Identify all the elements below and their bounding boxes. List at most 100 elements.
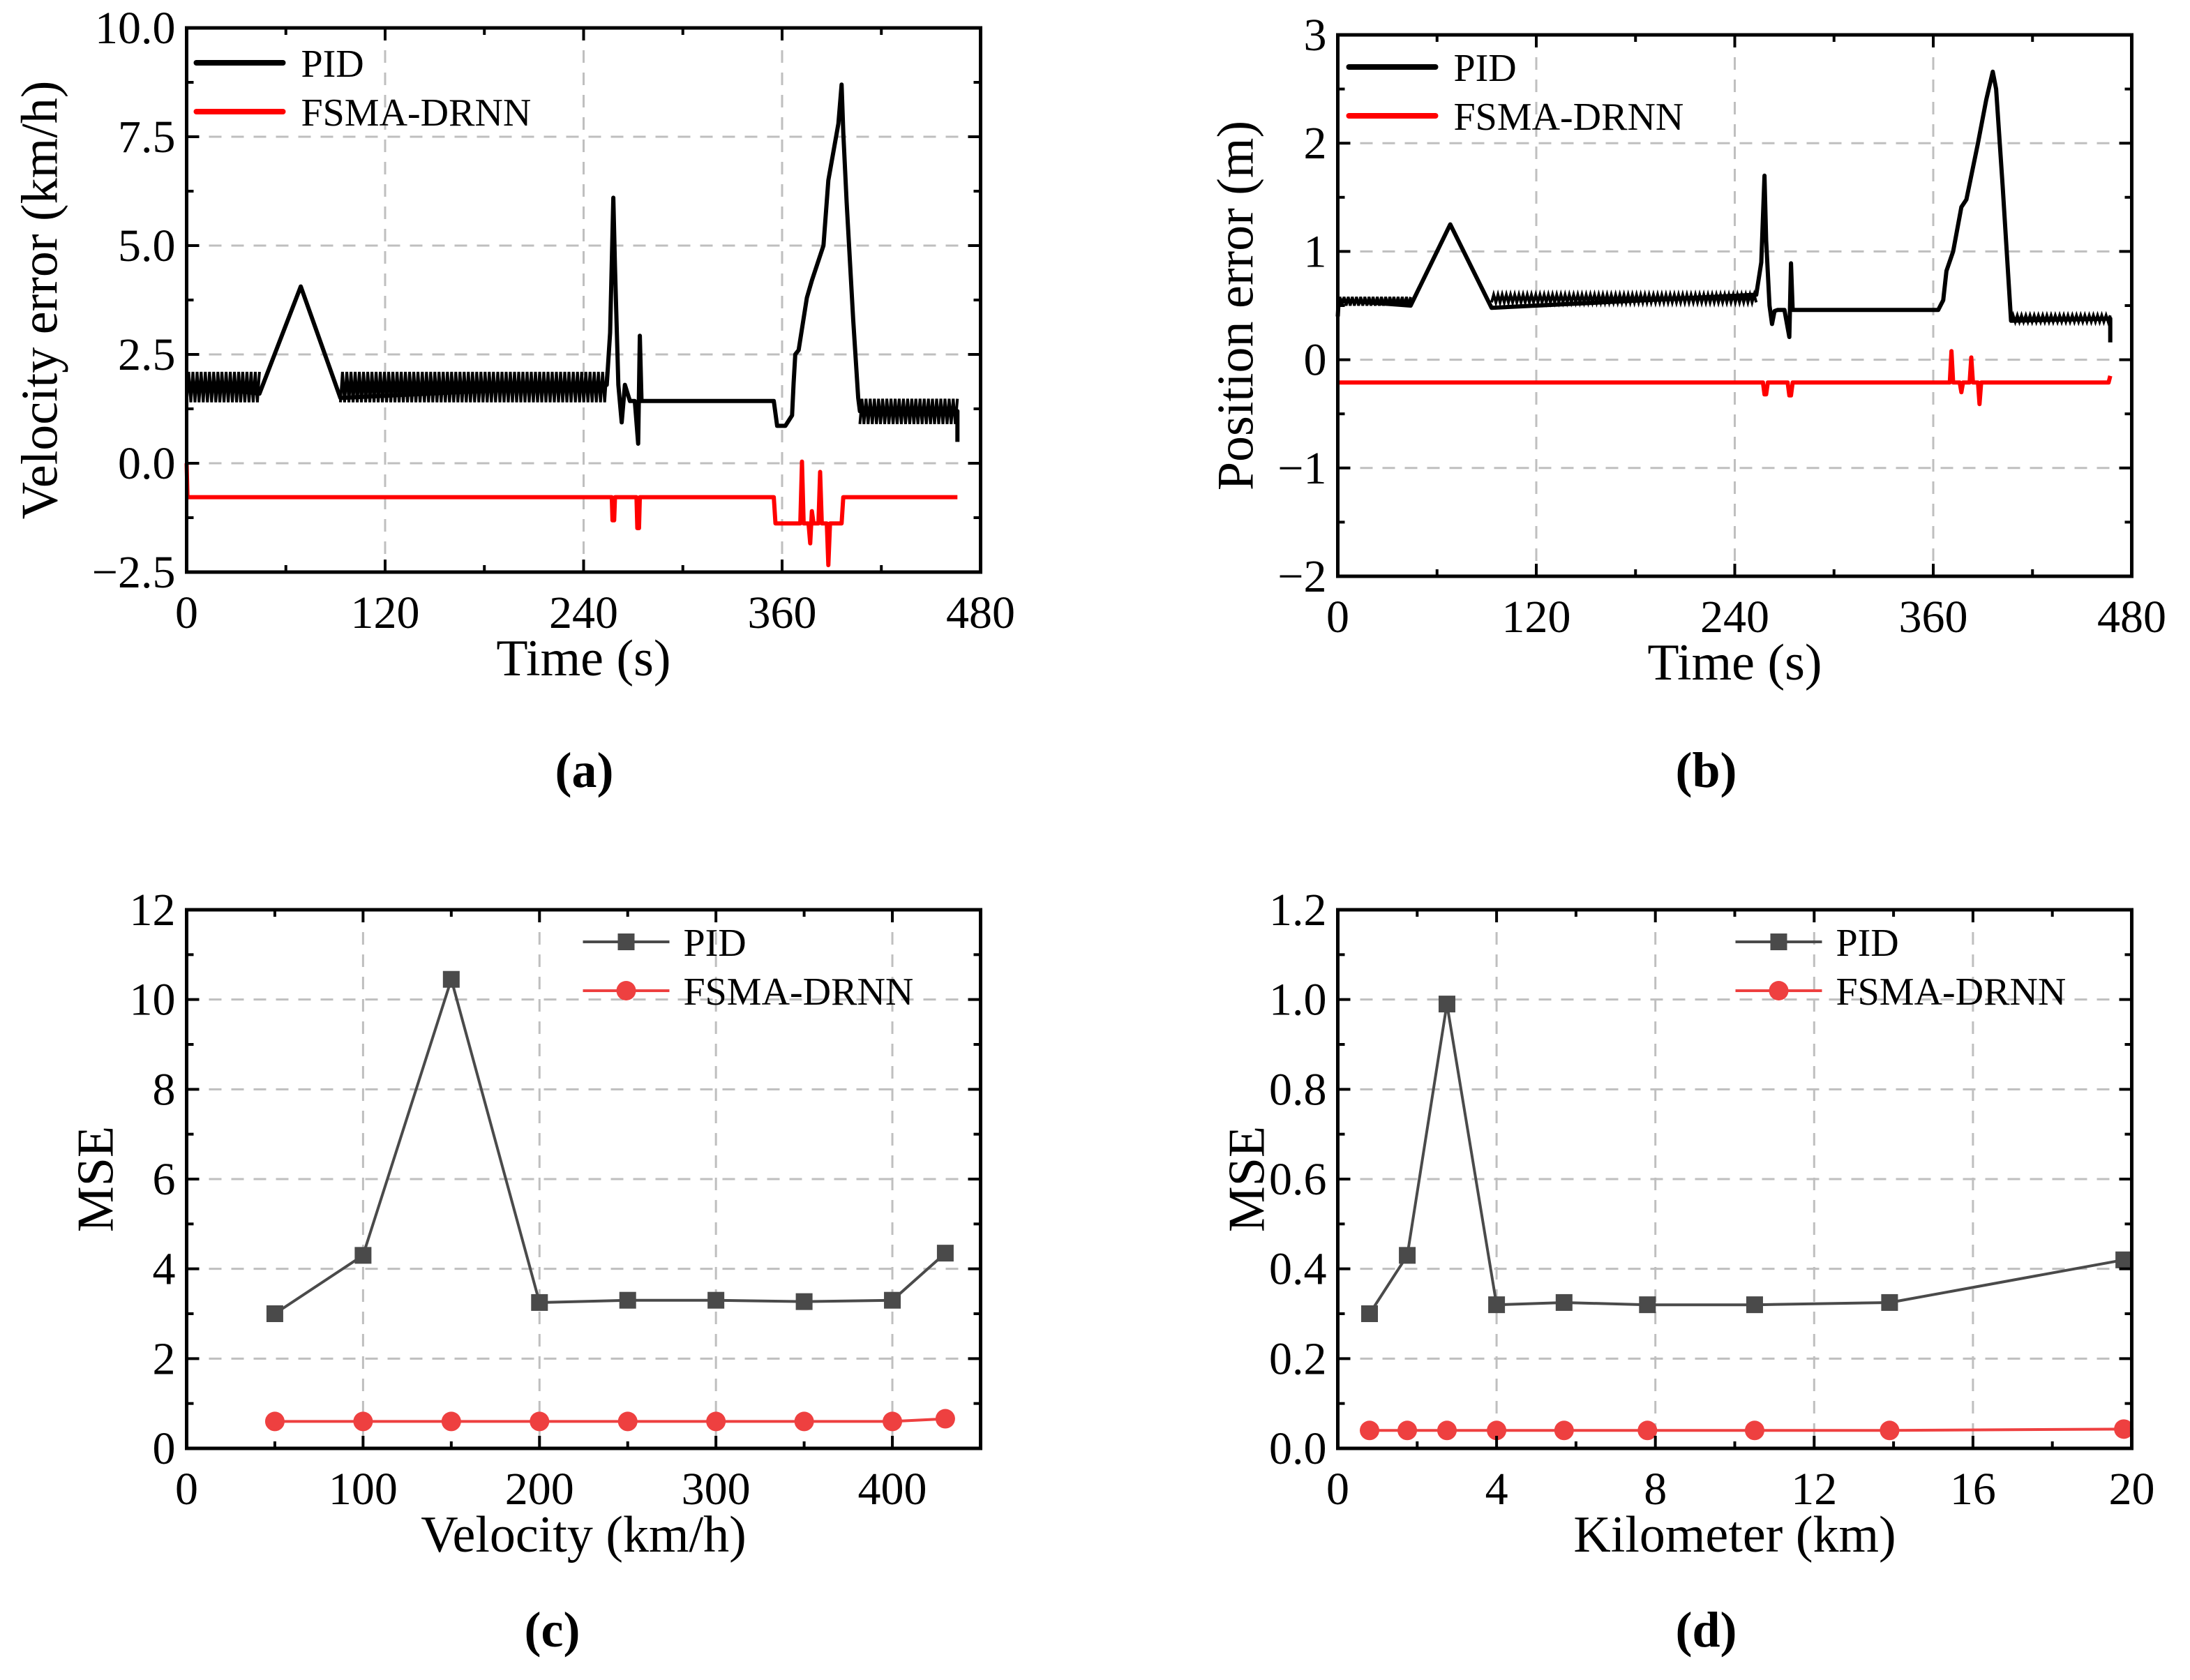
x-tick-label: 12 [1791,1464,1837,1515]
data-point [1639,1296,1656,1314]
data-point [1397,1420,1418,1441]
y-axis-label: MSE [1219,1126,1276,1232]
x-tick-label: 100 [329,1464,398,1515]
data-point [354,1247,372,1264]
y-tick-label: 1.2 [1269,885,1327,936]
series-noise-band [185,371,261,403]
subplot-caption: (a) [555,742,614,798]
data-point [707,1291,725,1309]
chart-c: 0 100 200 300 400 0 2 4 6 8 10 12 Velocity (km/h) MSE… [68,885,982,1658]
series-pid [1361,996,2133,1322]
data-point [1555,1293,1573,1311]
x-tick-label: 480 [946,587,1015,638]
series-line [184,459,958,567]
series-line [1335,69,2113,343]
data-point [264,1411,285,1432]
x-tick-label: 240 [549,587,618,638]
y-tick-label: 2.5 [118,329,176,380]
y-tick-label: −1 [1277,443,1326,494]
y-tick-label: 5.0 [118,220,176,271]
series-line [1368,1003,2124,1315]
data-point [530,1411,550,1432]
y-tick-label: −2 [1277,551,1326,602]
legend-marker [1769,981,1789,1000]
x-tick-label: 4 [1485,1464,1508,1515]
x-tick-label: 360 [1899,592,1968,643]
legend-label: PID [1836,922,1899,965]
x-axis-label: Kilometer (km) [1573,1506,1896,1563]
y-tick-label: 4 [153,1244,176,1295]
y-tick-label: 1.0 [1269,975,1327,1026]
x-tick-label: 0 [175,587,198,638]
legend-entry: FSMA-DRNN [193,91,532,135]
x-tick-label: 480 [2097,592,2166,643]
legend-label: FSMA-DRNN [1836,970,2067,1014]
series-line [186,82,960,446]
chart-b: 0 120 240 360 480 −2 −1 0 1 2 3 Time (s) Position er… [1208,10,2167,798]
data-point [935,1409,955,1429]
x-tick-label: 120 [1502,592,1571,643]
data-point [353,1411,373,1432]
x-axis-label: Velocity (km/h) [421,1506,747,1563]
x-axis-label: Time (s) [496,630,670,687]
data-point [441,1411,461,1432]
y-tick-label: 8 [153,1064,176,1115]
legend-entry: PID [1735,922,1899,965]
data-point [794,1411,814,1432]
data-point [795,1293,813,1310]
x-tick-label: 120 [351,587,420,638]
x-tick-label: 400 [858,1464,927,1515]
y-tick-label: 10.0 [95,3,176,54]
x-tick-label: 0 [1326,592,1349,643]
legend-entry: FSMA-DRNN [1346,96,1683,139]
data-point [1744,1420,1764,1441]
legend-entry: PID [583,922,747,965]
data-point [1488,1296,1506,1314]
series-pid [185,82,960,446]
legend-label: PID [301,43,364,86]
x-tick-label: 0 [1326,1464,1349,1515]
y-tick-label: 1 [1304,226,1327,277]
x-tick-label: 16 [1950,1464,1996,1515]
y-tick-label: 0 [153,1423,176,1474]
series-noise-band [1490,289,1758,308]
legend-label: PID [684,922,747,965]
x-axis-label: Time (s) [1647,634,1822,691]
data-point [2115,1251,2133,1268]
legend-label: PID [1454,47,1517,90]
data-point [883,1411,903,1432]
legend-marker [616,981,636,1000]
x-tick-label: 0 [175,1464,198,1515]
x-tick-label: 360 [748,587,817,638]
y-tick-label: 6 [153,1154,176,1205]
y-tick-label: 10 [130,975,176,1026]
y-tick-label: 0.8 [1269,1064,1327,1115]
legend-label: FSMA-DRNN [301,91,532,135]
x-tick-label: 300 [682,1464,751,1515]
legend-label: FSMA-DRNN [684,970,914,1014]
y-tick-label: 12 [130,885,176,936]
x-tick-label: 240 [1700,592,1769,643]
subplot-caption: (b) [1676,742,1737,798]
series-line [273,977,947,1315]
data-point [1637,1420,1658,1441]
data-point [266,1305,283,1322]
subplot-caption: (d) [1676,1602,1737,1658]
data-point [2114,1419,2134,1439]
y-tick-label: 2 [153,1333,176,1384]
y-tick-label: 3 [1304,10,1327,61]
x-tick-label: 8 [1644,1464,1667,1515]
data-point [884,1291,901,1309]
legend-entry: PID [193,43,364,86]
data-point [531,1293,548,1311]
y-tick-label: −2.5 [92,547,176,598]
series-fsma-drnn [1360,1419,2134,1441]
y-tick-label: 0.0 [1269,1423,1327,1474]
legend-entry: PID [1346,47,1517,90]
series-noise-band [338,371,608,403]
subplot-caption: (c) [525,1602,580,1658]
data-point [1360,1420,1380,1441]
data-point [1880,1420,1900,1441]
y-tick-label: 0 [1304,335,1327,386]
series-pid [1335,69,2113,343]
